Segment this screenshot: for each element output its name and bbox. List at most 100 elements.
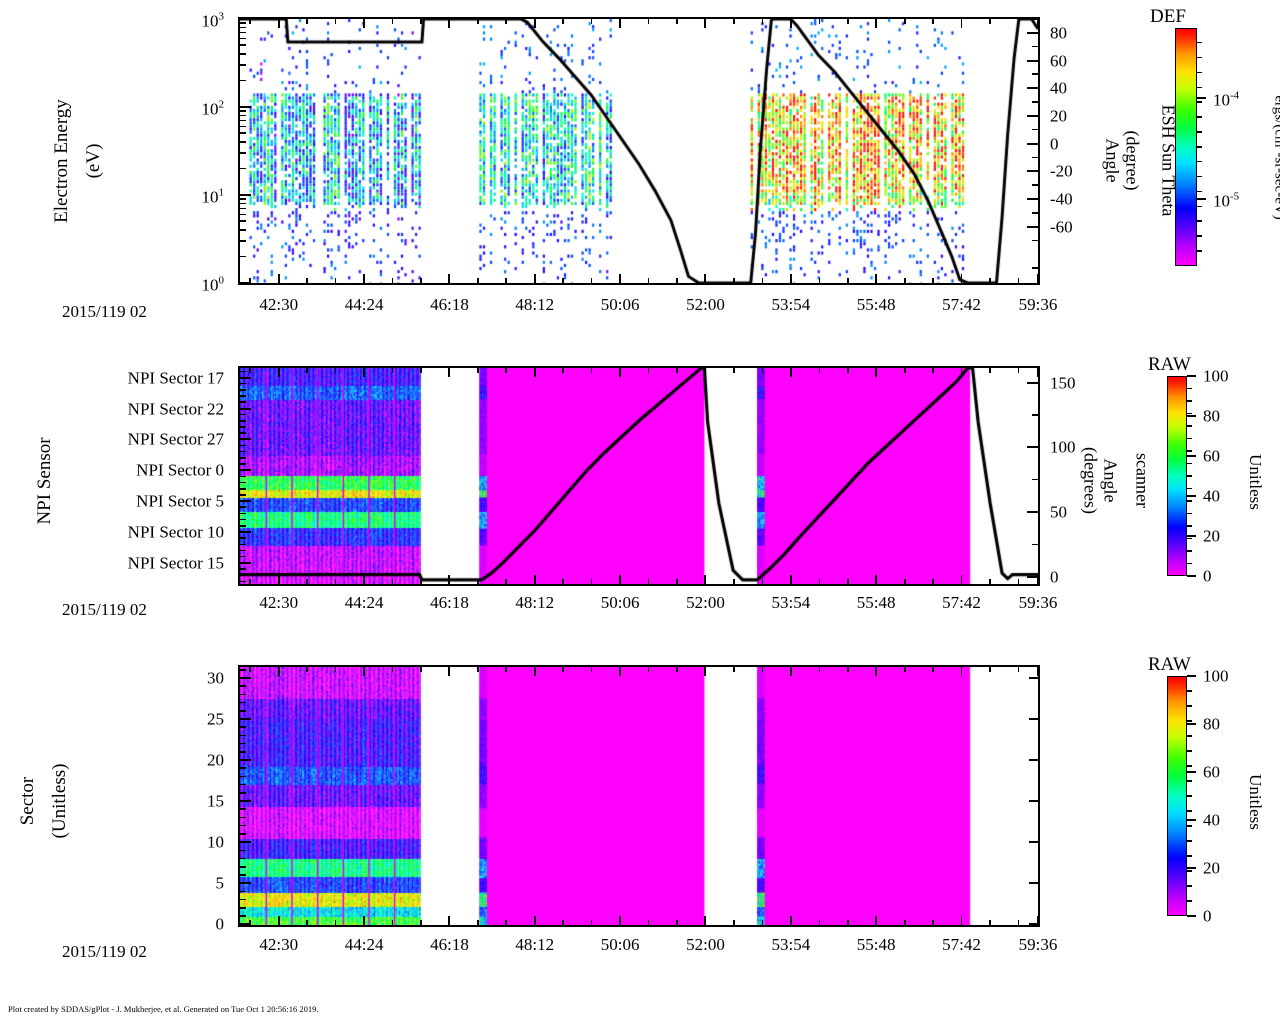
colorbar3-minor-tick: [1187, 870, 1192, 872]
y-minor-tick: [240, 537, 246, 539]
y2-major-tick: [1027, 225, 1038, 228]
x-minor-tick-top: [761, 667, 764, 672]
colorbar2-minor-tick: [1187, 462, 1192, 465]
x-minor-tick: [391, 920, 394, 925]
x-minor-tick-top: [477, 667, 479, 672]
y-minor-tick: [240, 240, 246, 242]
y2-major-tick: [1029, 923, 1038, 925]
x-minor-tick-top: [334, 368, 337, 373]
x-minor-tick: [932, 920, 934, 925]
x-major-tick: [875, 916, 877, 925]
panel2-ylabel-line1: NPI Sensor: [34, 437, 55, 525]
x-tick-label: 46:18: [430, 295, 469, 314]
y-minor-tick: [240, 167, 246, 170]
x-minor-tick: [1017, 920, 1020, 925]
y-minor-tick: [240, 751, 246, 753]
colorbar3: [1167, 676, 1187, 916]
x-minor-tick: [505, 579, 508, 584]
x-minor-tick: [420, 920, 422, 925]
x-major-tick: [960, 575, 963, 584]
x-minor-tick-top: [1017, 368, 1020, 373]
x-minor-tick: [420, 278, 422, 283]
colorbar3-tick-label: 60: [1203, 762, 1220, 782]
x-minor-tick-top: [391, 667, 394, 672]
y-tick-label: 30: [207, 668, 224, 688]
x-major-tick-top: [277, 667, 280, 676]
x-minor-tick-top: [391, 19, 394, 24]
y-minor-tick: [240, 890, 246, 893]
y2-major-tick: [1027, 576, 1038, 579]
colorbar2-tick-label: 0: [1203, 566, 1212, 586]
x-major-tick: [363, 575, 365, 584]
x-minor-tick: [562, 278, 564, 283]
y2-tick-label: -20: [1050, 161, 1073, 181]
colorbar1-minor-tick: [1197, 131, 1202, 133]
x-major-tick: [1037, 274, 1038, 283]
x-major-tick: [619, 916, 621, 925]
y-minor-tick: [240, 898, 246, 901]
y-minor-tick: [240, 419, 246, 422]
x-minor-tick-top: [733, 368, 735, 373]
colorbar2-tick: [1187, 375, 1196, 377]
x-tick-label: 42:30: [259, 295, 299, 314]
x-major-tick: [1037, 916, 1038, 925]
colorbar3-minor-tick: [1187, 900, 1192, 902]
x-minor-tick: [989, 278, 991, 283]
panel2-y2label-line1: Angle: [1100, 458, 1121, 503]
colorbar3-minor-tick: [1187, 840, 1192, 842]
y-tick-label: 20: [207, 750, 224, 770]
colorbar2-tick-label: 60: [1203, 446, 1220, 466]
panel3-ylabel-line1: Sector: [17, 776, 38, 826]
x-minor-tick-top: [676, 368, 678, 373]
panel2-data-canvas: [240, 368, 1038, 584]
x-minor-tick-top: [505, 667, 508, 672]
y2-major-tick: [1027, 115, 1038, 118]
x-tick-label: 59:36: [1018, 295, 1058, 314]
panel1-ylabel-line1: Electron Energy: [51, 99, 72, 223]
y2-tick-label: -40: [1050, 189, 1073, 209]
colorbar2-minor-tick: [1187, 500, 1192, 502]
y2-major-tick: [1027, 59, 1038, 62]
x-tick-label: 50:06: [600, 295, 640, 314]
x-minor-tick: [590, 278, 593, 283]
x-major-tick-top: [277, 368, 280, 377]
x-minor-tick: [733, 278, 735, 283]
panel1-y2label-line1: Angle: [1102, 138, 1123, 183]
y-minor-tick: [240, 114, 246, 117]
colorbar2-unit: Unitless: [1246, 454, 1265, 510]
colorbar3-tick: [1187, 675, 1196, 677]
x-major-tick: [960, 274, 963, 283]
y2-tick-label: 150: [1050, 373, 1076, 393]
x-major-tick-top: [277, 19, 280, 28]
y-minor-tick: [240, 783, 246, 786]
y-major-tick: [240, 882, 251, 885]
x-minor-tick-top: [505, 368, 508, 373]
x-minor-tick: [306, 579, 308, 584]
x-tick-label: 46:18: [430, 593, 469, 612]
y-tick-label: 15: [207, 791, 224, 811]
y-minor-tick: [240, 506, 246, 509]
colorbar3-minor-tick: [1187, 855, 1192, 857]
x-major-tick-top: [363, 667, 365, 676]
colorbar2-minor-tick: [1187, 425, 1192, 427]
x-minor-tick: [249, 278, 251, 283]
x-tick-label: 55:48: [856, 295, 896, 314]
x-minor-tick: [477, 920, 479, 925]
x-minor-tick: [676, 579, 678, 584]
y2-major-tick: [1027, 446, 1038, 449]
x-minor-tick-top: [989, 667, 991, 672]
x-major-tick-top: [448, 19, 451, 28]
y-minor-tick: [240, 767, 246, 770]
colorbar1-minor-tick: [1197, 116, 1202, 118]
y-minor-tick: [240, 22, 246, 24]
x-minor-tick: [989, 579, 991, 584]
y2-minor-tick: [1032, 156, 1038, 159]
x-major-tick-top: [533, 19, 536, 28]
x-tick-label: 42:30: [259, 935, 299, 954]
x-major-tick: [277, 916, 280, 925]
x-major-tick-top: [875, 368, 877, 377]
x-minor-tick-top: [505, 19, 508, 24]
colorbar2-minor-tick: [1187, 487, 1192, 490]
y-minor-tick: [240, 198, 246, 200]
colorbar3-minor-tick: [1187, 795, 1192, 797]
